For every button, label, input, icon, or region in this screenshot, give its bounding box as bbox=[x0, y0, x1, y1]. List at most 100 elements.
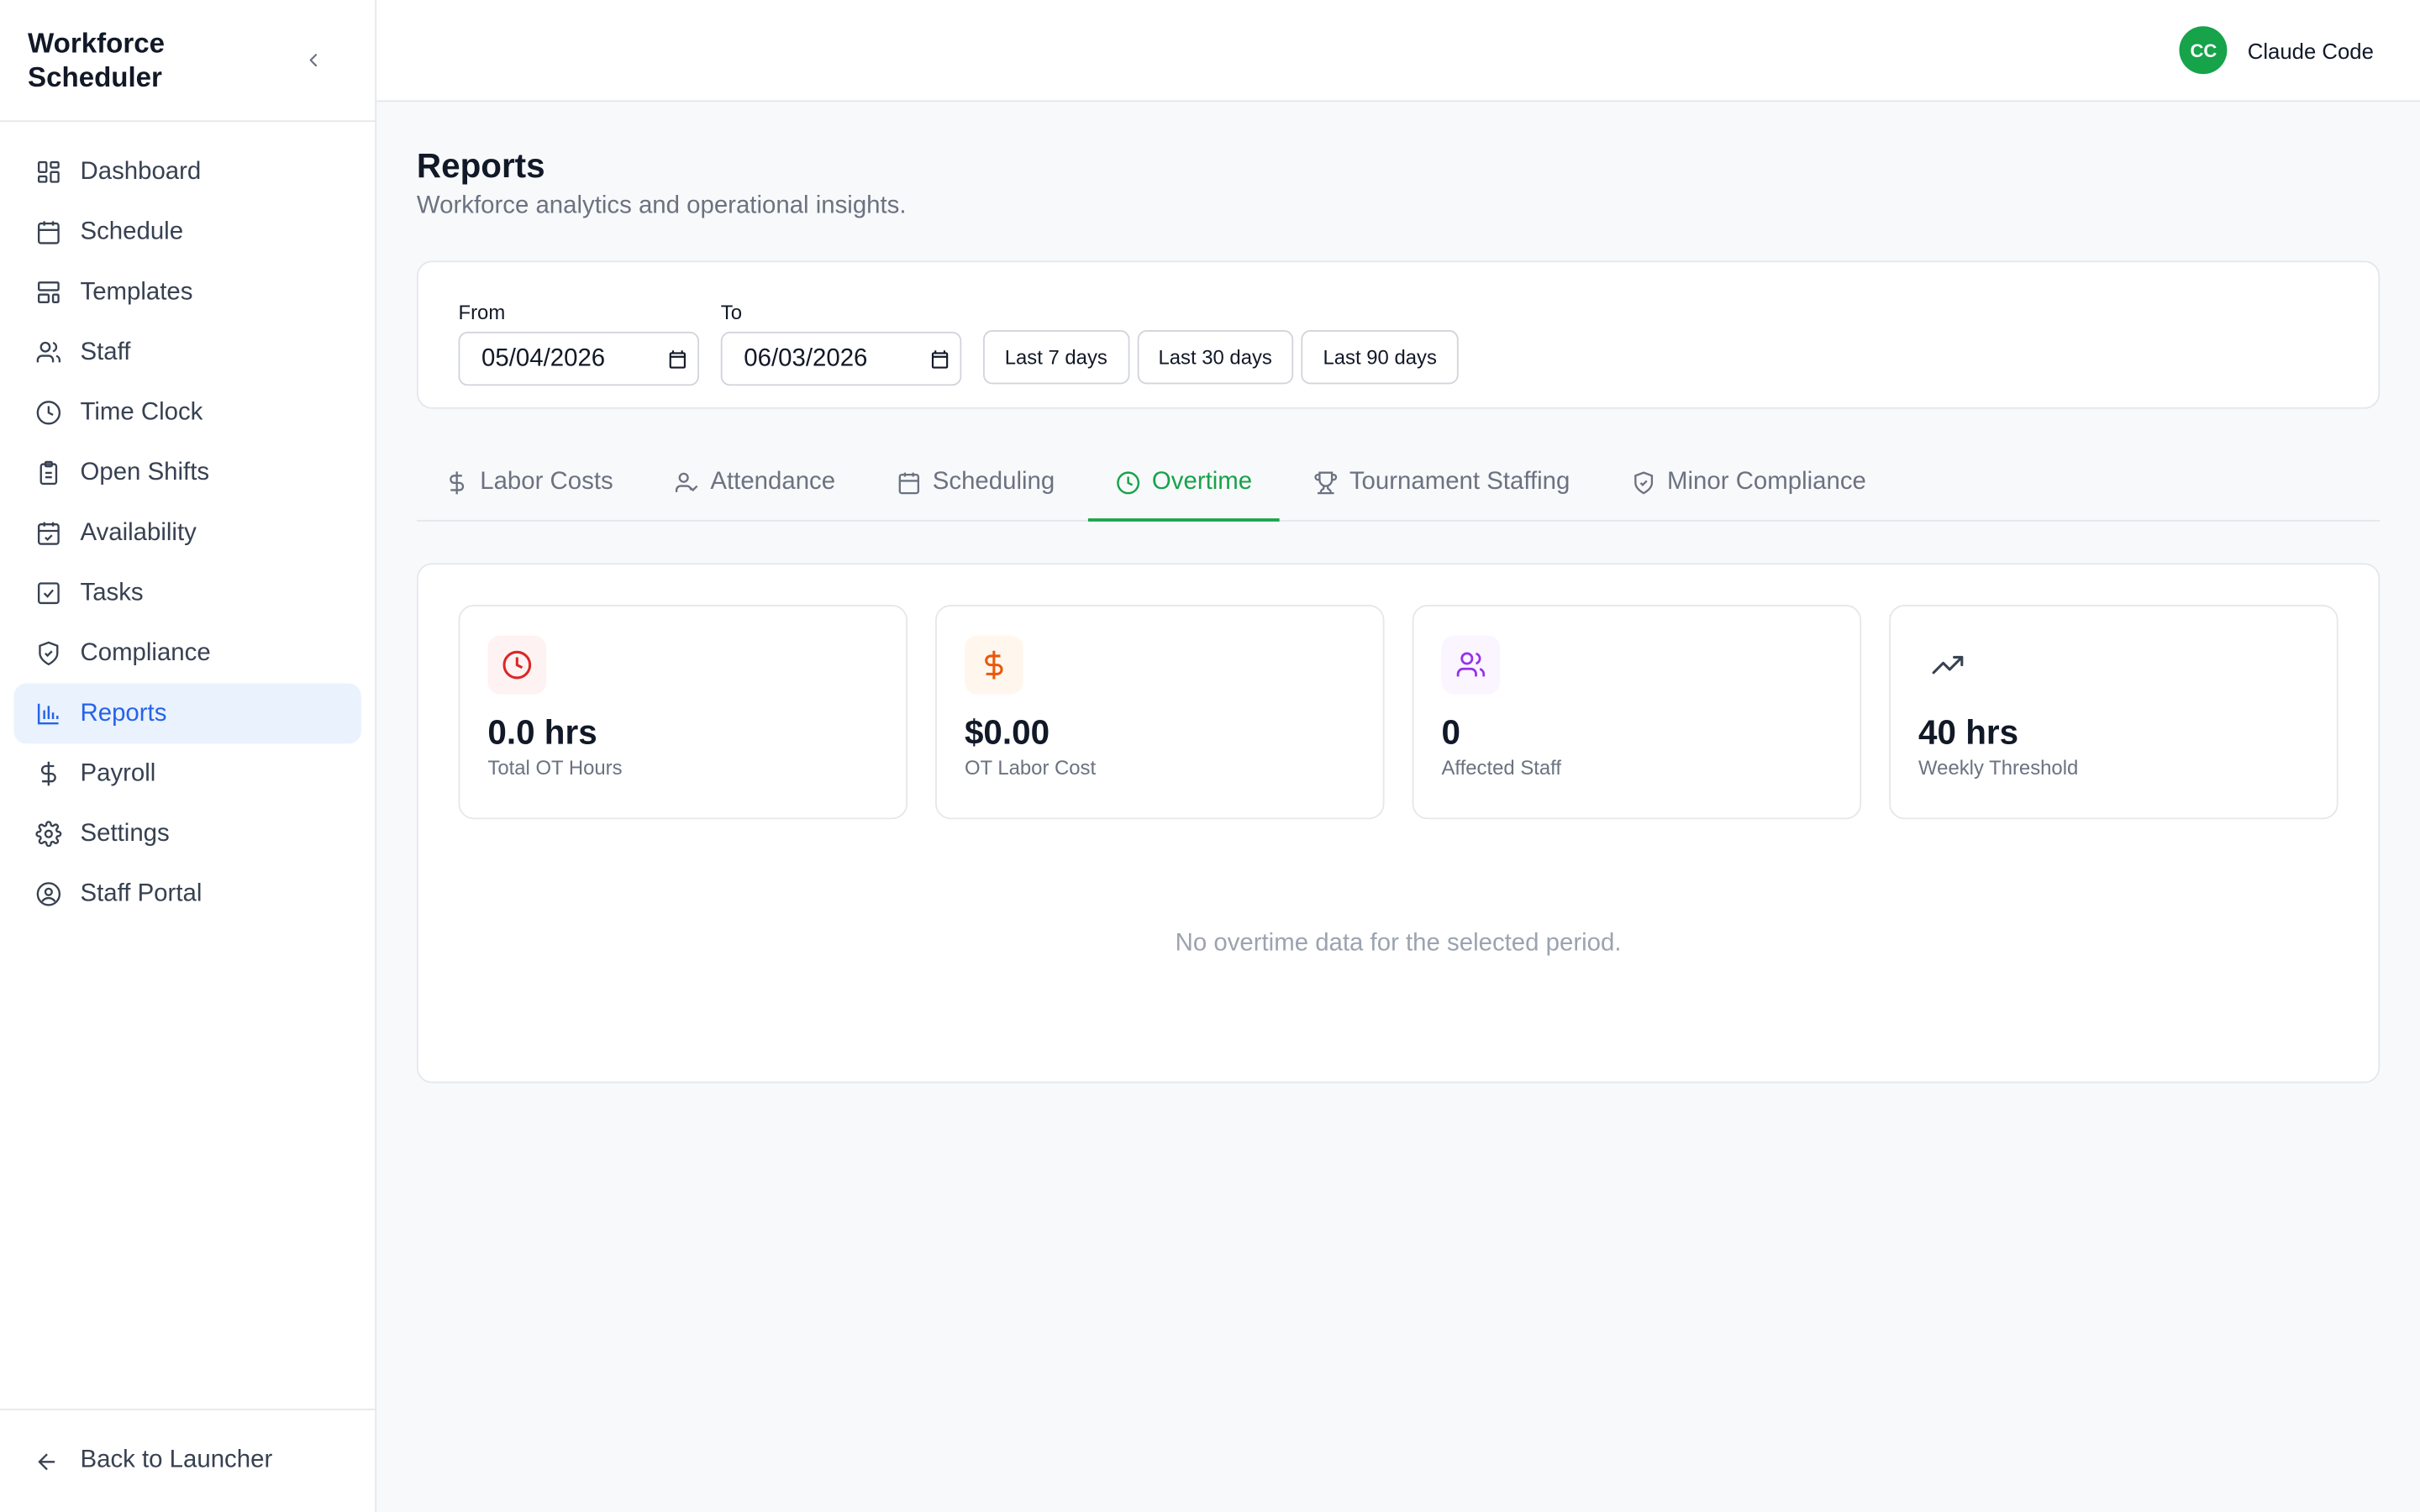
page-content: Reports Workforce analytics and operatio… bbox=[376, 102, 2420, 1084]
sidebar-item-label: Open Shifts bbox=[80, 459, 210, 486]
sidebar-item-label: Staff Portal bbox=[80, 879, 203, 907]
from-date-input[interactable]: 05/04/2026 bbox=[458, 331, 700, 386]
bar-chart-icon bbox=[34, 700, 61, 727]
back-to-launcher-label: Back to Launcher bbox=[80, 1446, 273, 1474]
sidebar-item-label: Dashboard bbox=[80, 158, 202, 185]
shield-icon bbox=[34, 639, 61, 667]
user-circle-icon bbox=[34, 880, 61, 908]
brand-header: Workforce Scheduler bbox=[0, 0, 376, 123]
to-date-input[interactable]: 06/03/2026 bbox=[720, 331, 962, 386]
stat-card-total-ot-hours: 0.0 hrs Total OT Hours bbox=[458, 605, 908, 820]
clipboard-icon bbox=[34, 459, 61, 486]
sidebar-item-staff[interactable]: Staff bbox=[14, 323, 361, 383]
quick-range-group: Last 7 days Last 30 days Last 90 days bbox=[983, 330, 1466, 385]
templates-icon bbox=[34, 279, 61, 307]
tab-tournament-staffing[interactable]: Tournament Staffing bbox=[1286, 446, 1598, 520]
stat-value: $0.00 bbox=[964, 712, 1050, 752]
gear-icon bbox=[34, 820, 61, 848]
arrow-left-icon bbox=[34, 1447, 61, 1475]
stat-value: 0.0 hrs bbox=[487, 712, 597, 752]
sidebar-item-open-shifts[interactable]: Open Shifts bbox=[14, 443, 361, 503]
sidebar-item-label: Compliance bbox=[80, 639, 211, 666]
sidebar-item-reports[interactable]: Reports bbox=[13, 683, 361, 744]
collapse-sidebar-button[interactable] bbox=[295, 42, 332, 79]
dollar-icon bbox=[964, 635, 1023, 695]
sidebar-item-label: Settings bbox=[80, 820, 170, 847]
calendar-icon bbox=[897, 470, 922, 495]
sidebar-item-compliance[interactable]: Compliance bbox=[14, 623, 361, 684]
tab-overtime[interactable]: Overtime bbox=[1088, 446, 1281, 522]
sidebar: Workforce Scheduler Dashboard Schedule T… bbox=[0, 0, 377, 1512]
chevron-left-icon bbox=[309, 54, 318, 67]
tab-label: Scheduling bbox=[932, 469, 1055, 496]
sidebar-item-label: Time Clock bbox=[80, 398, 203, 426]
calendar-picker-icon[interactable] bbox=[929, 348, 951, 370]
stat-label: OT Labor Cost bbox=[964, 756, 1097, 780]
main-area: CC Claude Code Reports Workforce analyti… bbox=[376, 0, 2420, 1512]
clock-icon bbox=[34, 399, 61, 427]
dollar-icon bbox=[445, 470, 469, 495]
sidebar-item-label: Schedule bbox=[80, 218, 184, 245]
user-name[interactable]: Claude Code bbox=[2247, 38, 2374, 63]
sidebar-item-staff-portal[interactable]: Staff Portal bbox=[14, 864, 361, 925]
last-7-days-button[interactable]: Last 7 days bbox=[983, 330, 1129, 385]
tab-label: Tournament Staffing bbox=[1349, 469, 1570, 496]
sidebar-item-time-clock[interactable]: Time Clock bbox=[14, 383, 361, 444]
sidebar-item-label: Tasks bbox=[80, 579, 144, 606]
tab-attendance[interactable]: Attendance bbox=[647, 446, 863, 520]
sidebar-item-dashboard[interactable]: Dashboard bbox=[14, 142, 361, 202]
trophy-icon bbox=[1314, 470, 1339, 495]
stat-card-affected-staff: 0 Affected Staff bbox=[1412, 605, 1862, 820]
tab-scheduling[interactable]: Scheduling bbox=[869, 446, 1082, 520]
user-check-icon bbox=[675, 470, 699, 495]
calendar-picker-icon[interactable] bbox=[666, 348, 688, 370]
stat-label: Affected Staff bbox=[1441, 756, 1562, 780]
tab-label: Attendance bbox=[710, 469, 836, 496]
from-field: From 05/04/2026 bbox=[458, 301, 700, 386]
stat-value: 0 bbox=[1441, 712, 1461, 752]
stat-card-weekly-threshold: 40 hrs Weekly Threshold bbox=[1889, 605, 2338, 820]
tab-label: Labor Costs bbox=[480, 469, 613, 496]
clock-icon bbox=[1117, 470, 1141, 495]
from-label: From bbox=[458, 301, 506, 324]
sidebar-item-schedule[interactable]: Schedule bbox=[14, 202, 361, 263]
back-to-launcher-link[interactable]: Back to Launcher bbox=[0, 1408, 376, 1512]
stat-value: 40 hrs bbox=[1918, 712, 2019, 752]
stat-label: Total OT Hours bbox=[487, 756, 623, 780]
users-icon bbox=[34, 339, 61, 366]
sidebar-item-payroll[interactable]: Payroll bbox=[14, 743, 361, 804]
avatar[interactable]: CC bbox=[2179, 26, 2228, 75]
last-90-days-button[interactable]: Last 90 days bbox=[1301, 330, 1459, 385]
sidebar-nav: Dashboard Schedule Templates Staff Time … bbox=[0, 122, 375, 924]
page-title: Reports bbox=[416, 146, 545, 186]
last-30-days-button[interactable]: Last 30 days bbox=[1136, 330, 1294, 385]
tab-minor-compliance[interactable]: Minor Compliance bbox=[1604, 446, 1894, 520]
sidebar-item-label: Payroll bbox=[80, 759, 156, 786]
sidebar-item-label: Templates bbox=[80, 278, 193, 305]
dollar-icon bbox=[34, 760, 61, 788]
sidebar-item-tasks[interactable]: Tasks bbox=[14, 563, 361, 623]
stat-cards: 0.0 hrs Total OT Hours $0.00 OT Labor Co… bbox=[458, 605, 2338, 820]
to-field: To 06/03/2026 bbox=[720, 301, 962, 386]
checkbox-icon bbox=[34, 580, 61, 607]
tab-labor-costs[interactable]: Labor Costs bbox=[417, 446, 641, 520]
page-subtitle: Workforce analytics and operational insi… bbox=[416, 192, 907, 219]
app-title: Workforce Scheduler bbox=[28, 28, 165, 93]
sidebar-item-templates[interactable]: Templates bbox=[14, 262, 361, 323]
from-date-value: 05/04/2026 bbox=[481, 344, 606, 371]
date-filter-card: From 05/04/2026 To 06/03/2026 Last 7 day… bbox=[416, 260, 2381, 409]
trending-up-icon bbox=[1918, 635, 1977, 695]
top-bar: CC Claude Code bbox=[376, 0, 2420, 102]
shield-check-icon bbox=[1632, 470, 1656, 495]
sidebar-item-settings[interactable]: Settings bbox=[14, 804, 361, 864]
users-icon bbox=[1441, 635, 1501, 695]
sidebar-item-label: Reports bbox=[80, 699, 167, 727]
to-label: To bbox=[720, 301, 742, 324]
stat-card-ot-labor-cost: $0.00 OT Labor Cost bbox=[935, 605, 1385, 820]
dashboard-icon bbox=[34, 158, 61, 186]
overtime-panel: 0.0 hrs Total OT Hours $0.00 OT Labor Co… bbox=[416, 563, 2381, 1084]
calendar-icon bbox=[34, 218, 61, 246]
sidebar-item-availability[interactable]: Availability bbox=[14, 503, 361, 564]
sidebar-item-label: Availability bbox=[80, 519, 197, 546]
